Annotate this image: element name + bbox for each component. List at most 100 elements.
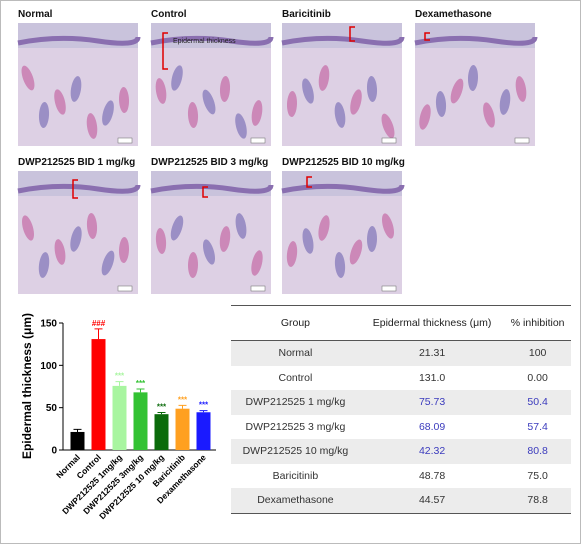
table-cell: 44.57 [359, 488, 505, 514]
follicle [21, 65, 35, 91]
follicle [251, 100, 263, 126]
follicle [202, 89, 216, 115]
follicle [467, 65, 479, 91]
error-bar [157, 411, 166, 415]
panel-label: Baricitinib [282, 9, 331, 20]
error-bar [73, 428, 82, 432]
follicle [86, 213, 98, 239]
follicle [381, 113, 395, 139]
panel-label: Control [151, 9, 187, 20]
follicle [302, 78, 314, 104]
table-cell: DWP212525 1 mg/kg [231, 390, 360, 415]
table-cell: 50.4 [504, 390, 571, 415]
epidermis [150, 183, 274, 194]
table-cell: 57.4 [527, 420, 548, 433]
follicle [349, 239, 363, 265]
scale-bar [381, 285, 397, 292]
significance: *** [199, 401, 209, 410]
bar [70, 431, 85, 450]
follicle [483, 102, 495, 128]
panel-label: DWP212525 BID 10 mg/kg [282, 157, 405, 168]
follicle [219, 226, 231, 252]
thickness-bracket [349, 26, 355, 42]
table-cell: 131.0 [418, 371, 446, 384]
scale-bar [250, 285, 266, 292]
follicle [171, 65, 183, 91]
follicle [54, 89, 66, 115]
table-row: Dexamethasone 44.57 78.8 [231, 488, 571, 514]
panel-label: DWP212525 BID 3 mg/kg [151, 157, 268, 168]
follicle [334, 252, 346, 278]
epidermis [17, 183, 141, 194]
follicle [203, 239, 215, 265]
error-bar [94, 328, 103, 340]
dermis [282, 196, 402, 294]
table-cell: 75.73 [359, 390, 505, 415]
header-cell: % inhibition [504, 305, 571, 341]
bar [175, 408, 190, 450]
histology-image [414, 23, 538, 146]
follicle [435, 91, 447, 117]
header-cell: Epidermal thickness (μm) [359, 305, 505, 341]
significance: ### [92, 319, 106, 328]
follicle [101, 250, 115, 276]
follicle [102, 100, 114, 126]
follicle [450, 78, 464, 104]
table-row: DWP212525 3 mg/kg 68.09 57.4 [231, 415, 571, 440]
significance: *** [157, 402, 167, 411]
table-cell: 68.09 [418, 420, 446, 433]
follicle [286, 241, 298, 267]
bar [112, 385, 127, 450]
follicle [187, 102, 199, 128]
y-tick-label: 150 [40, 319, 57, 330]
error-bar [199, 410, 208, 413]
table-cell: 80.8 [504, 439, 571, 464]
histology-image [281, 171, 405, 294]
panel-label: Normal [18, 9, 53, 20]
follicle [318, 215, 330, 241]
follicle [499, 89, 511, 115]
histology-image [150, 171, 274, 294]
y-tick-label: 100 [40, 361, 57, 372]
follicle [515, 76, 527, 102]
follicle [54, 239, 66, 265]
epidermis [17, 35, 141, 46]
scale-bar [250, 137, 266, 144]
histology-image [150, 23, 274, 146]
error-bar [115, 381, 124, 386]
results-table: Group Epidermal thickness (μm)% inhibitio… [231, 305, 571, 514]
table-cell: 78.8 [504, 488, 571, 514]
table-cell: DWP212525 3 mg/kg [245, 420, 346, 433]
thickness-bracket [424, 32, 430, 41]
follicle [118, 237, 130, 263]
follicle [251, 250, 263, 276]
significance: *** [136, 379, 146, 388]
follicle [70, 76, 82, 102]
follicle [187, 252, 199, 278]
table-cell: Normal [231, 340, 360, 366]
bar [154, 414, 169, 450]
follicle [155, 228, 167, 254]
follicle [286, 91, 298, 117]
follicle [419, 104, 431, 130]
header-row: Group Epidermal thickness (μm)% inhibitio… [231, 305, 571, 341]
panel-label: Dexamethasone [415, 9, 492, 20]
histology-image [281, 23, 405, 146]
follicle [382, 213, 394, 239]
y-tick-label: 50 [46, 403, 58, 414]
epidermis [150, 35, 274, 46]
table-cell: 0.00 [527, 371, 548, 384]
scale-bar [117, 285, 133, 292]
table-cell: 75.0 [527, 469, 548, 482]
bar [133, 392, 148, 450]
table-cell: 21.31 [359, 340, 505, 366]
follicle [235, 113, 247, 139]
follicle [86, 113, 98, 139]
follicle [235, 213, 247, 239]
significance: *** [178, 395, 188, 404]
header-cell: Group [231, 305, 360, 341]
follicle [22, 215, 34, 241]
scale-bar [381, 137, 397, 144]
thickness-bracket [306, 176, 312, 188]
table-row: Control 131.0 0.00 [231, 366, 571, 391]
